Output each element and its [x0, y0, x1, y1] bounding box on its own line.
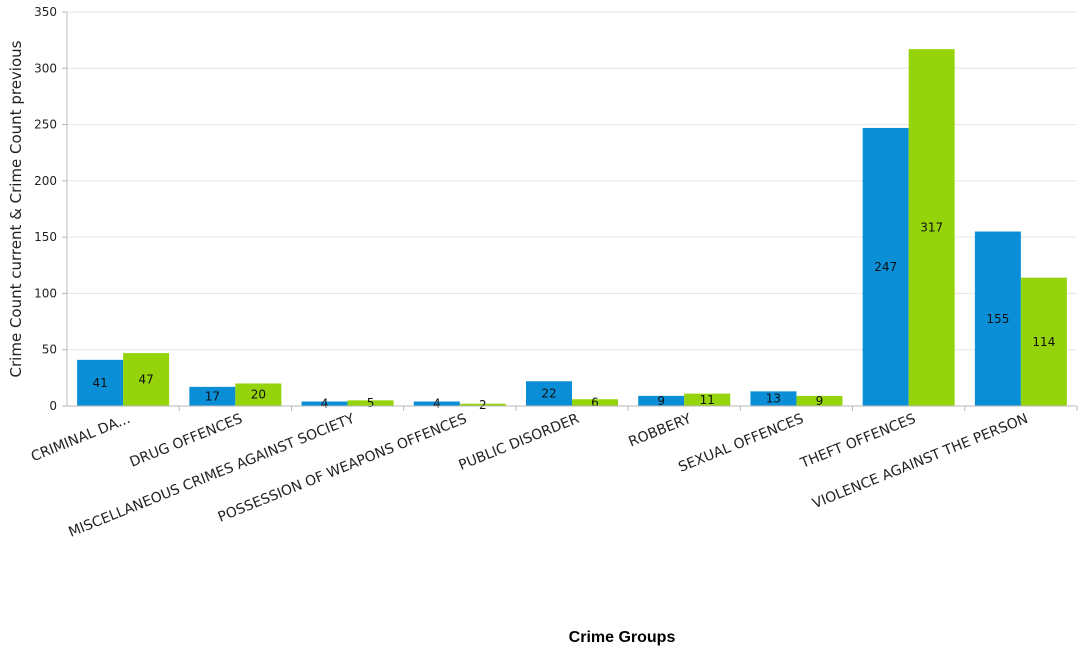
bars	[77, 49, 1067, 407]
bar-value-label: 47	[138, 373, 153, 387]
bar	[908, 49, 955, 407]
y-tick-label: 0	[49, 399, 57, 413]
bar-value-label: 6	[591, 396, 599, 410]
bar	[235, 383, 282, 406]
bar	[862, 127, 909, 406]
y-tick-label: 300	[34, 61, 57, 75]
bar	[301, 401, 348, 406]
bar	[684, 393, 731, 406]
bar-value-label: 5	[367, 396, 375, 410]
bar	[638, 395, 685, 406]
grid-lines	[67, 11, 1077, 351]
bar	[189, 386, 236, 406]
bar-value-label: 2	[479, 398, 487, 412]
y-axis-title: Crime Count current & Crime Count previo…	[7, 40, 25, 377]
bar-value-label: 13	[766, 392, 781, 406]
bar-value-label: 9	[816, 394, 824, 408]
bar	[1020, 277, 1067, 406]
bar	[572, 399, 618, 406]
bar-value-label: 155	[986, 312, 1009, 326]
x-category-label: CRIMINAL DA...	[29, 411, 133, 465]
bar-value-label: 20	[251, 388, 266, 402]
bar	[77, 359, 124, 406]
bar	[123, 353, 170, 406]
bar-value-label: 4	[433, 397, 441, 411]
y-tick-label: 250	[34, 118, 57, 132]
x-category-label: VIOLENCE AGAINST THE PERSON	[810, 411, 1030, 512]
bar	[750, 391, 797, 406]
y-tick-label: 150	[34, 230, 57, 244]
y-axis-ticks: 0 50 100 150 200 250 300 350	[34, 5, 67, 413]
bar-value-label: 22	[541, 387, 556, 401]
y-tick-label: 50	[42, 343, 57, 357]
bar	[526, 381, 572, 406]
x-category-label: ROBBERY	[626, 411, 694, 451]
x-axis-category-labels: CRIMINAL DA...DRUG OFFENCESMISCELLANEOUS…	[29, 406, 1078, 541]
bar	[974, 231, 1021, 406]
bar-value-label: 11	[700, 393, 715, 407]
bar-value-label: 9	[657, 394, 665, 408]
bar-value-label: 4	[321, 397, 329, 411]
y-tick-label: 350	[34, 5, 57, 19]
bar-value-label: 41	[92, 376, 107, 390]
bar-value-label: 317	[920, 221, 943, 235]
y-tick-label: 200	[34, 174, 57, 188]
bar-value-label: 17	[205, 389, 220, 403]
x-category-label: PUBLIC DISORDER	[456, 411, 581, 474]
y-tick-label: 100	[34, 286, 57, 300]
bar	[413, 401, 460, 406]
bar	[796, 395, 843, 406]
bar-value-label: 114	[1032, 335, 1055, 349]
x-axis-title: Crime Groups	[569, 629, 676, 646]
bar	[459, 403, 506, 406]
bar-value-label: 247	[874, 260, 897, 274]
bar	[347, 400, 394, 406]
x-category-label: SEXUAL OFFENCES	[676, 411, 806, 476]
